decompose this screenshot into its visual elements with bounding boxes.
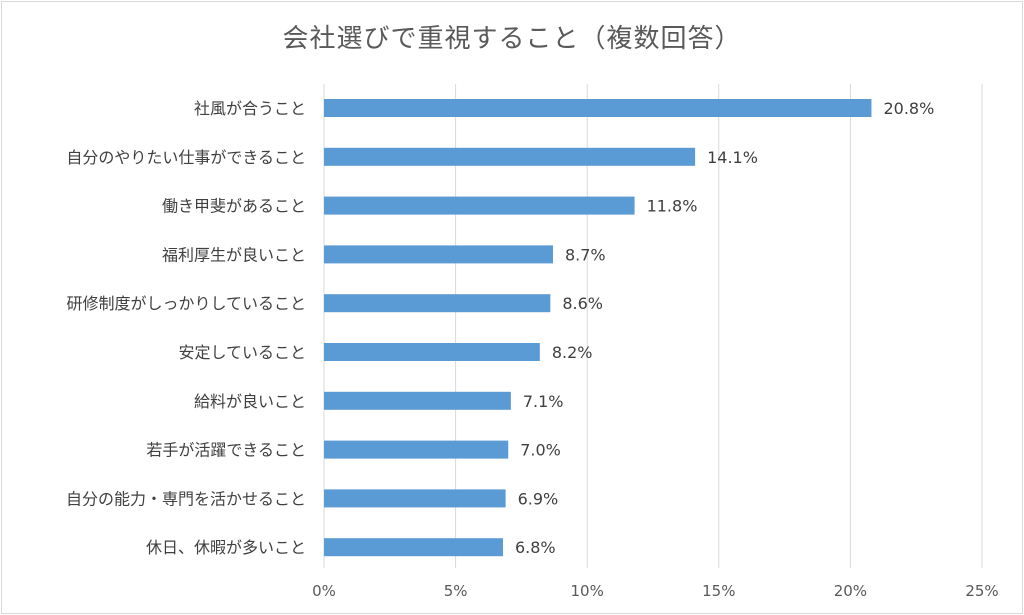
chart-title: 会社選びで重視すること（複数回答） [282, 24, 742, 54]
category-label: 若手が活躍できること [146, 441, 306, 460]
category-label: 福利厚生が良いこと [162, 245, 306, 264]
x-axis-tick-labels: 0% 5% 10% 15% 20% 25% [312, 582, 999, 600]
data-label: 8.6% [562, 294, 603, 313]
bar [324, 147, 696, 166]
bar [324, 99, 872, 117]
category-label: 働き甲斐があること [162, 197, 306, 216]
bar [324, 294, 551, 313]
bar [324, 196, 635, 215]
x-tick-label: 20% [834, 582, 867, 600]
x-tick-label: 0% [312, 582, 336, 600]
bar [324, 489, 506, 508]
x-tick-label: 5% [444, 582, 468, 600]
bar [324, 343, 540, 361]
category-label: 休日、休暇が多いこと [146, 538, 306, 557]
category-label: 研修制度がしっかりしていること [66, 294, 306, 313]
category-label: 社風が合うこと [194, 99, 306, 118]
data-label: 8.2% [552, 343, 593, 362]
data-label: 8.7% [565, 245, 606, 264]
bar [324, 391, 511, 410]
x-tick-label: 25% [965, 582, 998, 600]
x-tick-label: 10% [571, 582, 604, 600]
bars [324, 99, 872, 557]
data-label: 6.8% [515, 538, 556, 557]
bar [324, 440, 509, 459]
category-label: 自分の能力・専門を活かせること [66, 489, 306, 508]
bar [324, 245, 553, 264]
data-label: 6.9% [518, 489, 559, 508]
data-label: 7.0% [520, 441, 561, 460]
category-label: 自分のやりたい仕事ができること [66, 148, 306, 167]
data-label: 7.1% [523, 392, 564, 411]
data-labels: 20.8% 14.1% 11.8% 8.7% 8.6% 8.2% 7.1% 7.0% 6.9% 6… [515, 99, 934, 557]
data-label: 11.8% [647, 197, 698, 216]
category-labels: 社風が合うこと自分のやりたい仕事ができること働き甲斐があること福利厚生が良いこと… [66, 99, 306, 557]
bar [324, 538, 503, 557]
category-label: 安定していること [178, 343, 306, 362]
data-label: 14.1% [707, 148, 758, 167]
x-tick-label: 15% [702, 582, 735, 600]
data-label: 20.8% [883, 99, 934, 118]
category-label: 給料が良いこと [194, 392, 306, 411]
